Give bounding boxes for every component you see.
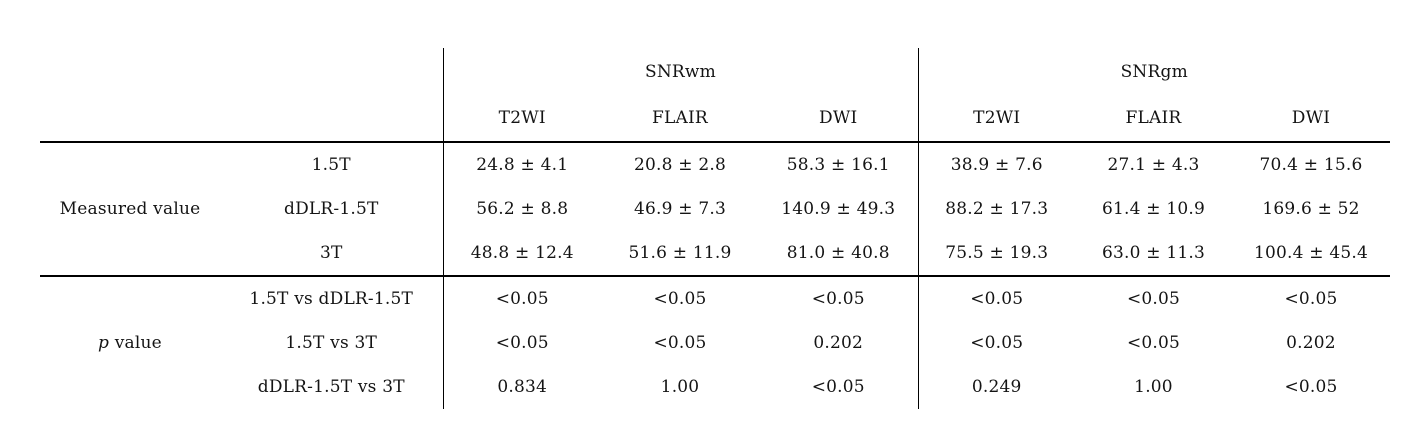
table-row-measured-ddlr: dDLR-1.5T 56.2 ± 8.8 46.9 ± 7.3 140.9 ± … xyxy=(40,187,1390,231)
group-header-row: SNRwm SNRgm xyxy=(40,48,1390,96)
value-cell: 88.2 ± 17.3 xyxy=(917,187,1075,231)
row-label: 3T xyxy=(220,231,443,277)
row-label: dDLR-1.5T xyxy=(283,198,379,219)
table-row-p-1-5t-vs-ddlr: p value 1.5T vs dDLR-1.5T <0.05 <0.05 <0… xyxy=(40,276,1390,351)
column-header-wm-t2wi: T2WI xyxy=(442,96,601,143)
value-cell: 24.8 ± 4.1 xyxy=(442,142,601,187)
value-cell: 0.834 xyxy=(442,365,601,409)
blank-corner-cell xyxy=(40,48,443,96)
column-group-snrgm: SNRgm xyxy=(917,48,1390,96)
value-cell: 48.8 ± 12.4 xyxy=(442,231,601,277)
column-header-gm-flair: FLAIR xyxy=(1075,96,1232,143)
row-label: 1.5T vs 3T xyxy=(285,332,378,353)
section-label-text: value xyxy=(109,332,162,353)
value-cell: 46.9 ± 7.3 xyxy=(634,198,726,219)
section-label-measured-value: Measured value xyxy=(40,142,220,277)
value-cell: 0.202 xyxy=(1286,332,1336,353)
value-cell: 1.00 xyxy=(1134,376,1173,397)
section-label-text: Measured value xyxy=(59,198,201,219)
section-label-em: p xyxy=(98,332,110,353)
value-cell: <0.05 xyxy=(1126,288,1181,309)
value-cell: 0.249 xyxy=(917,365,1075,409)
value-cell: 70.4 ± 15.6 xyxy=(1259,154,1363,175)
value-cell: 0.202 xyxy=(813,332,864,353)
value-cell: <0.05 xyxy=(917,321,1075,365)
column-header-row: T2WI FLAIR DWI T2WI FLAIR DWI xyxy=(40,96,1390,143)
column-header-gm-t2wi: T2WI xyxy=(917,96,1075,143)
table-row-measured-3t: 3T 48.8 ± 12.4 51.6 ± 11.9 81.0 ± 40.8 7… xyxy=(40,231,1390,277)
value-cell: 51.6 ± 11.9 xyxy=(601,231,759,277)
table-row-measured-1-5t: Measured value 1.5T 24.8 ± 4.1 20.8 ± 2.… xyxy=(40,142,1390,277)
column-header-wm-flair: FLAIR xyxy=(601,96,759,143)
value-cell: 38.9 ± 7.6 xyxy=(917,142,1075,187)
value-cell: 58.3 ± 16.1 xyxy=(786,154,890,175)
value-cell: <0.05 xyxy=(917,276,1075,321)
snr-results-table: SNRwm SNRgm T2WI FLAIR DWI T2WI FLAIR DW… xyxy=(40,48,1390,409)
blank-corner-cell xyxy=(40,96,443,143)
value-cell: 100.4 ± 45.4 xyxy=(1232,231,1390,277)
value-cell: 27.1 ± 4.3 xyxy=(1107,154,1200,175)
row-label: 1.5T xyxy=(311,154,351,175)
value-cell: <0.05 xyxy=(811,376,865,397)
row-label: dDLR-1.5T vs 3T xyxy=(257,376,405,397)
section-label-p-value: p value xyxy=(40,276,220,409)
value-cell: 169.6 ± 52 xyxy=(1262,198,1360,219)
value-cell: <0.05 xyxy=(1284,288,1338,309)
value-cell: <0.05 xyxy=(653,288,707,309)
row-label: 1.5T vs dDLR-1.5T xyxy=(249,288,414,309)
value-cell: 56.2 ± 8.8 xyxy=(442,187,601,231)
table-row-p-1-5t-vs-3t: 1.5T vs 3T <0.05 <0.05 0.202 <0.05 <0.05… xyxy=(40,321,1390,365)
column-header-gm-dwi: DWI xyxy=(1232,96,1390,143)
value-cell: 75.5 ± 19.3 xyxy=(917,231,1075,277)
value-cell: 1.00 xyxy=(660,376,700,397)
value-cell: <0.05 xyxy=(1126,332,1181,353)
value-cell: <0.05 xyxy=(442,321,601,365)
column-header-wm-dwi: DWI xyxy=(759,96,918,143)
value-cell: <0.05 xyxy=(442,276,601,321)
value-cell: 20.8 ± 2.8 xyxy=(634,154,726,175)
value-cell: <0.05 xyxy=(1284,376,1338,397)
value-cell: 140.9 ± 49.3 xyxy=(781,198,896,219)
value-cell: 63.0 ± 11.3 xyxy=(1075,231,1232,277)
value-cell: <0.05 xyxy=(811,288,865,309)
value-cell: 61.4 ± 10.9 xyxy=(1102,198,1205,219)
table-row-p-ddlr-vs-3t: dDLR-1.5T vs 3T 0.834 1.00 <0.05 0.249 1… xyxy=(40,365,1390,409)
column-group-snrwm: SNRwm xyxy=(442,48,918,96)
value-cell: <0.05 xyxy=(653,332,707,353)
value-cell: 81.0 ± 40.8 xyxy=(759,231,918,277)
